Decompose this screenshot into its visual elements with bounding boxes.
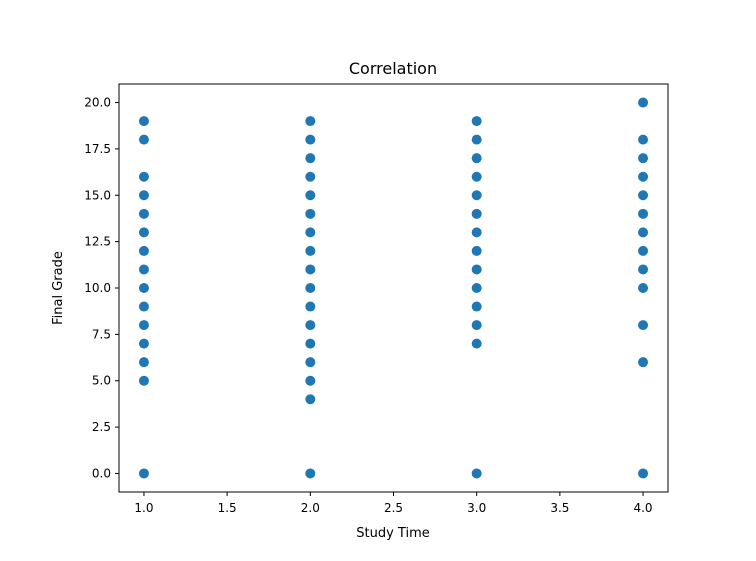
data-point bbox=[305, 190, 316, 201]
data-point bbox=[305, 338, 316, 349]
x-tick-label: 3.5 bbox=[550, 501, 569, 515]
data-point bbox=[138, 171, 149, 182]
data-point bbox=[305, 171, 316, 182]
data-point bbox=[138, 301, 149, 312]
data-point bbox=[471, 264, 482, 275]
data-point bbox=[305, 394, 316, 405]
y-tick-label: 15.0 bbox=[84, 188, 111, 202]
y-tick-label: 7.5 bbox=[92, 327, 111, 341]
y-tick-label: 2.5 bbox=[92, 420, 111, 434]
x-tick-label: 2.0 bbox=[301, 501, 320, 515]
data-point bbox=[638, 208, 649, 219]
data-point bbox=[638, 468, 649, 479]
data-point bbox=[138, 190, 149, 201]
plot-frame bbox=[118, 83, 669, 493]
data-point bbox=[305, 227, 316, 238]
data-point bbox=[138, 338, 149, 349]
data-point bbox=[138, 134, 149, 145]
data-point bbox=[138, 245, 149, 256]
data-point bbox=[638, 320, 649, 331]
data-point bbox=[305, 208, 316, 219]
data-point bbox=[305, 320, 316, 331]
y-tick-label: 17.5 bbox=[84, 142, 111, 156]
data-point bbox=[471, 227, 482, 238]
chart-title: Correlation bbox=[349, 59, 437, 78]
y-tick-label: 12.5 bbox=[84, 235, 111, 249]
data-point bbox=[305, 301, 316, 312]
data-point bbox=[638, 97, 649, 108]
x-tick-label: 2.5 bbox=[384, 501, 403, 515]
data-point bbox=[471, 245, 482, 256]
data-point bbox=[305, 134, 316, 145]
data-point bbox=[638, 283, 649, 293]
data-point bbox=[305, 245, 316, 256]
y-axis-label: Final Grade bbox=[51, 251, 66, 325]
data-point bbox=[471, 283, 482, 293]
data-point bbox=[638, 357, 649, 368]
data-point bbox=[305, 116, 316, 127]
data-point bbox=[305, 357, 316, 368]
data-point bbox=[138, 227, 149, 238]
data-point bbox=[305, 375, 316, 386]
data-point bbox=[305, 283, 316, 293]
data-point bbox=[638, 171, 649, 182]
x-axis: 1.0 1.5 2.0 2.5 3.0 3.5 4.0 bbox=[134, 492, 653, 515]
data-points bbox=[138, 97, 649, 479]
data-point bbox=[638, 245, 649, 256]
data-point bbox=[471, 171, 482, 182]
data-point bbox=[638, 153, 649, 164]
x-tick-label: 4.0 bbox=[633, 501, 652, 515]
data-point bbox=[138, 468, 149, 479]
data-point bbox=[471, 468, 482, 479]
data-point bbox=[471, 208, 482, 219]
y-axis: 0.0 2.5 5.0 7.5 10.0 12.5 15.0 17.5 20.0 bbox=[84, 96, 119, 480]
data-point bbox=[138, 375, 149, 386]
data-point bbox=[138, 208, 149, 219]
x-tick-label: 1.5 bbox=[218, 501, 237, 515]
x-tick-label: 1.0 bbox=[134, 501, 153, 515]
data-point bbox=[138, 264, 149, 275]
data-point bbox=[471, 338, 482, 349]
data-point bbox=[638, 190, 649, 201]
data-point bbox=[471, 134, 482, 145]
data-point bbox=[138, 116, 149, 127]
data-point bbox=[138, 357, 149, 368]
y-tick-label: 20.0 bbox=[84, 96, 111, 110]
data-point bbox=[471, 153, 482, 164]
data-point bbox=[305, 264, 316, 275]
data-point bbox=[138, 320, 149, 331]
y-tick-label: 0.0 bbox=[92, 466, 111, 480]
data-point bbox=[138, 283, 149, 293]
data-point bbox=[638, 264, 649, 275]
data-point bbox=[471, 320, 482, 331]
data-point bbox=[305, 468, 316, 479]
y-tick-label: 10.0 bbox=[84, 281, 111, 295]
data-point bbox=[638, 134, 649, 145]
data-point bbox=[305, 153, 316, 164]
data-point bbox=[471, 116, 482, 127]
data-point bbox=[638, 227, 649, 238]
x-tick-label: 3.0 bbox=[467, 501, 486, 515]
data-point bbox=[471, 301, 482, 312]
x-axis-label: Study Time bbox=[356, 526, 429, 541]
y-tick-label: 5.0 bbox=[92, 374, 111, 388]
data-point bbox=[471, 190, 482, 201]
